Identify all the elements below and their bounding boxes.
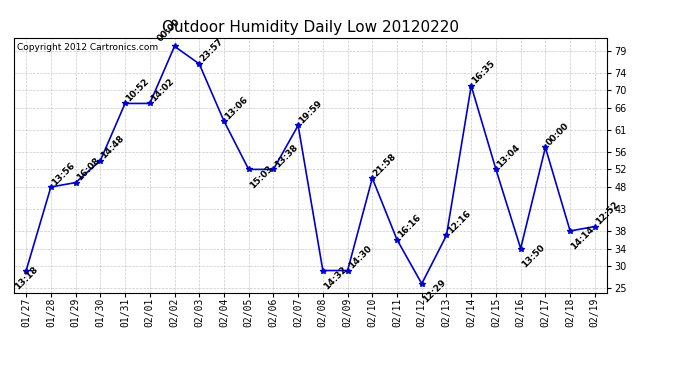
Text: 21:58: 21:58 (371, 152, 398, 178)
Text: 13:38: 13:38 (273, 143, 299, 170)
Text: 14:14: 14:14 (569, 225, 596, 252)
Text: 13:06: 13:06 (223, 94, 250, 121)
Text: 14:02: 14:02 (149, 77, 176, 104)
Text: Copyright 2012 Cartronics.com: Copyright 2012 Cartronics.com (17, 43, 158, 52)
Text: 14:32: 14:32 (322, 265, 348, 291)
Text: 16:16: 16:16 (396, 213, 423, 240)
Text: 14:30: 14:30 (347, 244, 373, 270)
Text: 10:52: 10:52 (124, 77, 151, 104)
Text: 15:03: 15:03 (248, 164, 275, 190)
Text: 00:00: 00:00 (544, 121, 571, 147)
Text: 13:50: 13:50 (520, 243, 546, 269)
Text: 13:56: 13:56 (50, 160, 77, 187)
Title: Outdoor Humidity Daily Low 20120220: Outdoor Humidity Daily Low 20120220 (162, 20, 459, 35)
Text: 14:48: 14:48 (99, 134, 126, 160)
Text: 00:00: 00:00 (156, 17, 182, 44)
Text: 13:18: 13:18 (13, 265, 39, 291)
Text: 19:59: 19:59 (297, 99, 324, 126)
Text: 12:16: 12:16 (446, 209, 473, 236)
Text: 23:57: 23:57 (199, 37, 225, 64)
Text: 13:04: 13:04 (495, 143, 522, 170)
Text: 12:29: 12:29 (421, 278, 448, 304)
Text: 16:08: 16:08 (75, 156, 101, 183)
Text: 12:52: 12:52 (594, 200, 621, 226)
Text: 16:35: 16:35 (471, 59, 497, 86)
